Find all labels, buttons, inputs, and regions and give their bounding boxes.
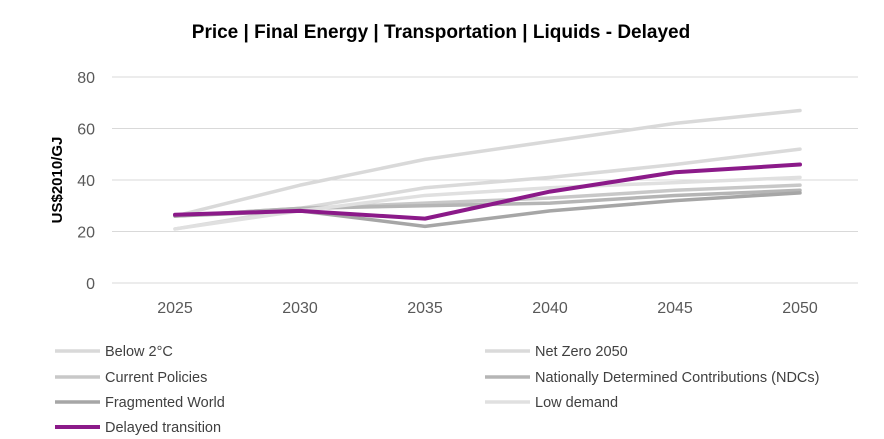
- y-tick-label: 0: [86, 276, 95, 293]
- y-tick-label: 40: [77, 173, 95, 190]
- x-tick-label: 2035: [407, 300, 443, 317]
- legend: Below 2°C Net Zero 2050 Current Policies Na…: [55, 344, 819, 436]
- gridlines: [112, 76, 858, 284]
- y-axis-ticks: 0 20 40 60 80: [77, 70, 95, 293]
- legend-label: Delayed transition: [105, 420, 221, 436]
- x-axis-ticks: 2025 2030 2035 2040 2045 2050: [157, 300, 818, 317]
- y-tick-label: 20: [77, 225, 95, 242]
- series-line-delayed-transition: [173, 162, 802, 221]
- legend-label: Current Policies: [105, 370, 207, 386]
- x-tick-label: 2030: [282, 300, 318, 317]
- series-line-low-demand: [173, 175, 802, 231]
- legend-label: Low demand: [535, 395, 618, 411]
- y-tick-label: 60: [77, 122, 95, 139]
- x-tick-label: 2040: [532, 300, 568, 317]
- legend-label: Fragmented World: [105, 395, 225, 411]
- series-lines: [173, 108, 802, 231]
- y-axis-label: US$2010/GJ: [49, 137, 66, 224]
- x-tick-label: 2045: [657, 300, 693, 317]
- chart-title: Price | Final Energy | Transportation | …: [192, 22, 690, 43]
- x-tick-label: 2050: [782, 300, 818, 317]
- series-line-below-2-c: [173, 108, 802, 218]
- x-tick-label: 2025: [157, 300, 193, 317]
- legend-label: Below 2°C: [105, 344, 173, 360]
- legend-label: Net Zero 2050: [535, 344, 628, 360]
- y-tick-label: 80: [77, 70, 95, 87]
- legend-label: Nationally Determined Contributions (NDC…: [535, 370, 819, 386]
